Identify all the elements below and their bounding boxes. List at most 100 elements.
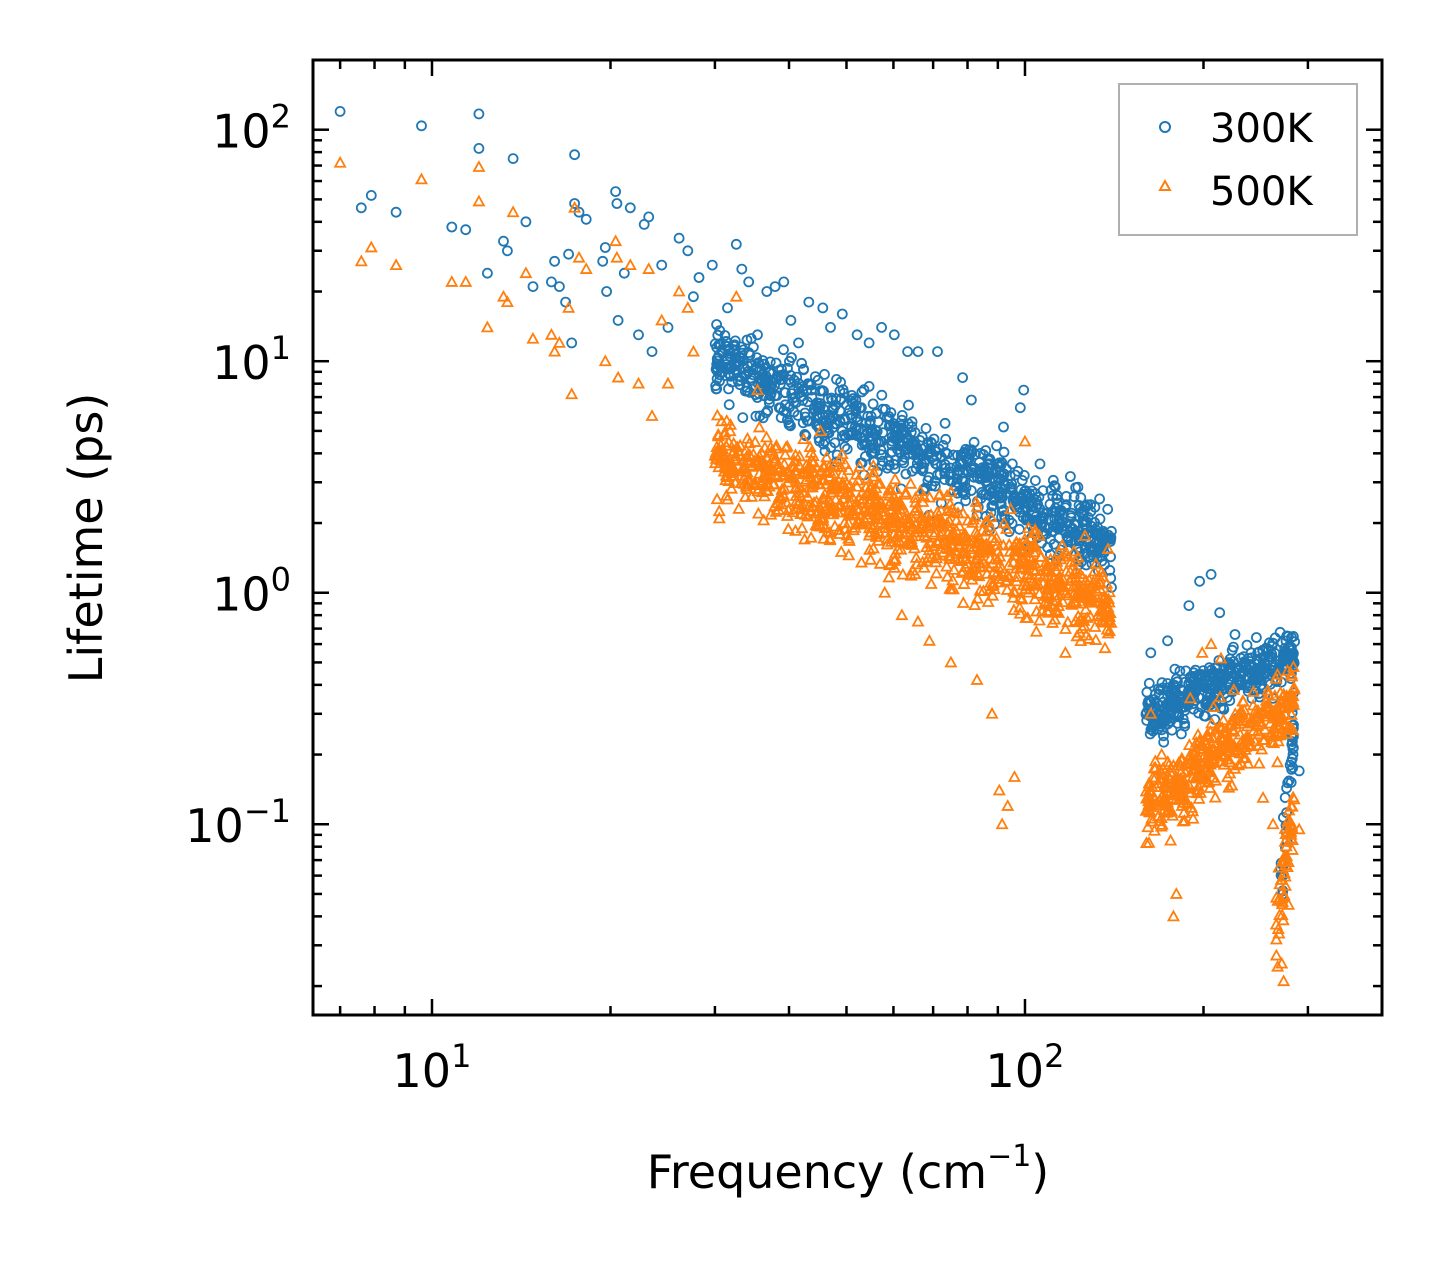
- data-point: [852, 491, 866, 504]
- data-point: [1104, 564, 1116, 576]
- data-point: [722, 302, 733, 314]
- data-point: [1068, 527, 1080, 539]
- data-point: [743, 276, 755, 288]
- data-point: [1158, 710, 1169, 722]
- data-point: [855, 485, 869, 498]
- data-point: [693, 272, 705, 283]
- data-point: [785, 376, 797, 388]
- data-point: [1169, 887, 1183, 899]
- data-point: [624, 202, 636, 214]
- data-point: [1179, 718, 1190, 729]
- data-point: [1034, 458, 1046, 470]
- data-point: [610, 186, 621, 198]
- data-point: [750, 410, 762, 422]
- data-point: [820, 450, 834, 463]
- data-point: [1101, 600, 1115, 613]
- data-point: [1205, 569, 1217, 580]
- data-point: [761, 286, 773, 297]
- data-point: [712, 511, 726, 524]
- data-point: [871, 476, 885, 489]
- legend-label-500k: 500K: [1210, 169, 1314, 215]
- data-point: [1270, 725, 1284, 738]
- data-point: [1245, 647, 1257, 659]
- data-point: [1231, 708, 1245, 721]
- data-point: [1208, 790, 1222, 803]
- data-point: [1075, 492, 1087, 504]
- data-point: [1207, 756, 1221, 768]
- data-point: [1015, 592, 1029, 605]
- data-point: [554, 281, 565, 293]
- data-point: [774, 490, 788, 503]
- data-point: [730, 238, 742, 250]
- data-point: [1269, 948, 1283, 961]
- data-point: [719, 439, 733, 451]
- data-point: [1032, 613, 1046, 626]
- data-point: [1050, 506, 1062, 518]
- data-point: [1273, 908, 1287, 920]
- data-point: [829, 437, 841, 449]
- data-point: [1002, 558, 1016, 571]
- data-point: [932, 346, 943, 358]
- data-point: [944, 582, 958, 595]
- data-point: [1167, 686, 1179, 697]
- data-point: [460, 224, 472, 236]
- data-point: [1078, 516, 1090, 527]
- data-point: [1165, 715, 1176, 727]
- data-point: [1176, 728, 1187, 740]
- tick-marks: [313, 58, 1384, 1015]
- data-point: [785, 314, 797, 326]
- data-point: [975, 447, 986, 459]
- data-point: [759, 430, 774, 443]
- data-point: [1231, 743, 1245, 756]
- data-point: [633, 329, 644, 341]
- data-point: [1055, 538, 1069, 551]
- data-point: [1157, 682, 1169, 694]
- data-point: [780, 387, 791, 399]
- data-point: [791, 497, 805, 509]
- data-point: [983, 582, 997, 595]
- data-point: [814, 385, 826, 397]
- data-point: [1266, 817, 1280, 830]
- data-point: [770, 460, 784, 473]
- data-point: [780, 475, 794, 488]
- data-point: [1213, 690, 1227, 703]
- data-point: [846, 523, 861, 536]
- data-point: [611, 198, 623, 209]
- data-point: [720, 470, 734, 482]
- data-point: [830, 477, 844, 490]
- data-point: [1016, 474, 1028, 486]
- data-point: [1000, 568, 1014, 581]
- data-point: [984, 544, 998, 556]
- data-point: [798, 364, 809, 376]
- data-point: [995, 817, 1009, 830]
- data-point: [1072, 481, 1084, 493]
- data-point: [1248, 734, 1262, 747]
- data-point: [1059, 586, 1073, 599]
- data-point: [1149, 780, 1163, 793]
- data-point: [1068, 553, 1083, 566]
- data-point: [481, 267, 493, 279]
- data-point: [721, 340, 732, 352]
- data-point: [804, 530, 818, 543]
- data-point: [662, 321, 674, 333]
- data-point: [842, 548, 856, 561]
- data-point: [354, 254, 368, 267]
- data-point: [985, 507, 997, 518]
- data-point: [1183, 690, 1195, 702]
- data-point: [1009, 548, 1023, 561]
- data-point: [1173, 707, 1184, 719]
- data-point: [1048, 538, 1060, 550]
- data-point: [896, 567, 910, 580]
- data-point: [851, 430, 863, 442]
- data-point: [1225, 662, 1237, 673]
- data-point: [880, 531, 895, 544]
- data-point: [942, 514, 956, 527]
- data-point: [819, 501, 833, 514]
- data-point: [957, 372, 968, 384]
- data-point: [1156, 677, 1168, 689]
- data-point: [940, 569, 954, 582]
- data-point: [884, 557, 898, 570]
- data-point: [863, 337, 875, 349]
- data-point: [757, 513, 771, 526]
- data-point: [898, 457, 910, 469]
